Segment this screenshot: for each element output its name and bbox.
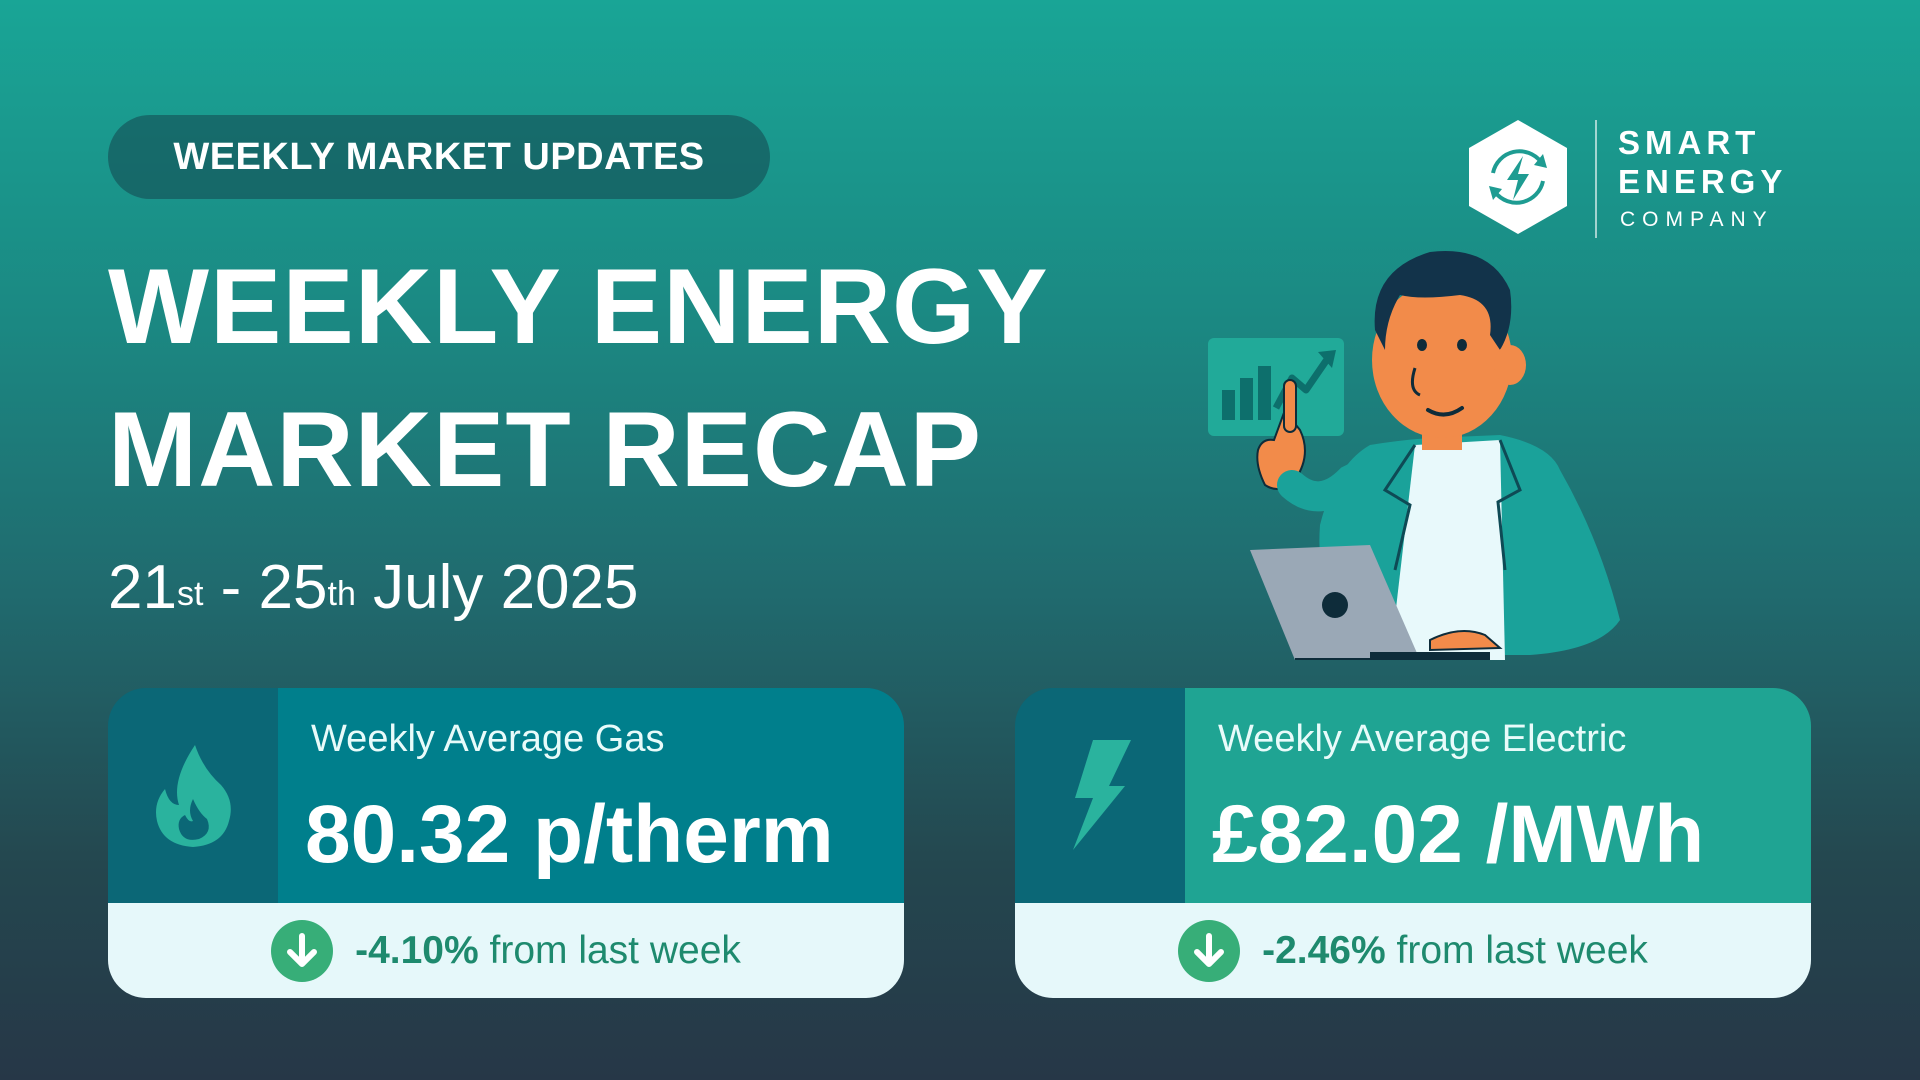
date-month-year: July 2025 xyxy=(355,553,639,622)
title-line-1: WEEKLY ENERGY xyxy=(108,246,1049,366)
weekly-market-updates-badge: WEEKLY MARKET UPDATES xyxy=(108,115,770,199)
electric-label: Weekly Average Electric xyxy=(1218,718,1627,760)
date-end-day: 25 xyxy=(258,553,328,622)
company-logo: SMART ENERGY COMPANY xyxy=(1463,118,1823,243)
down-arrow-icon xyxy=(271,919,334,982)
date-start-suffix: st xyxy=(176,575,204,613)
date-start-day: 21 xyxy=(108,553,177,622)
gas-change-text: from last week xyxy=(478,928,741,972)
gas-change-row: -4.10% from last week xyxy=(108,903,904,998)
title-line-2: MARKET RECAP xyxy=(108,389,982,509)
gas-price-card: Weekly Average Gas 80.32 p/therm -4.10% … xyxy=(108,688,904,998)
down-arrow-icon xyxy=(1178,919,1241,982)
electric-icon-panel xyxy=(1015,688,1185,903)
logo-word-company: COMPANY xyxy=(1620,208,1774,231)
date-separator: - xyxy=(203,553,259,622)
gas-value: 80.32 p/therm xyxy=(305,789,834,880)
analyst-illustration xyxy=(1208,251,1620,660)
flame-icon xyxy=(156,744,231,847)
electric-price-card: Weekly Average Electric £82.02 /MWh -2.4… xyxy=(1015,688,1811,998)
page-title: WEEKLY ENERGY MARKET RECAP xyxy=(108,235,1049,521)
lightning-bolt-icon xyxy=(1073,740,1131,850)
badge-label: WEEKLY MARKET UPDATES xyxy=(173,135,705,178)
gas-change-percent: -4.10% xyxy=(355,928,479,972)
electric-value: £82.02 /MWh xyxy=(1212,789,1705,880)
logo-divider xyxy=(1595,120,1597,238)
logo-word-smart: SMART xyxy=(1618,124,1761,161)
electric-change-text: from last week xyxy=(1385,928,1648,972)
logo-word-energy: ENERGY xyxy=(1618,163,1788,200)
date-range: 21st - 25th July 2025 xyxy=(108,548,639,628)
electric-change-row: -2.46% from last week xyxy=(1015,903,1811,998)
electric-change-percent: -2.46% xyxy=(1262,928,1386,972)
hexagon-lightning-icon xyxy=(1469,120,1567,234)
gas-icon-panel xyxy=(108,688,278,903)
gas-label: Weekly Average Gas xyxy=(311,718,665,760)
date-end-suffix: th xyxy=(327,575,356,613)
